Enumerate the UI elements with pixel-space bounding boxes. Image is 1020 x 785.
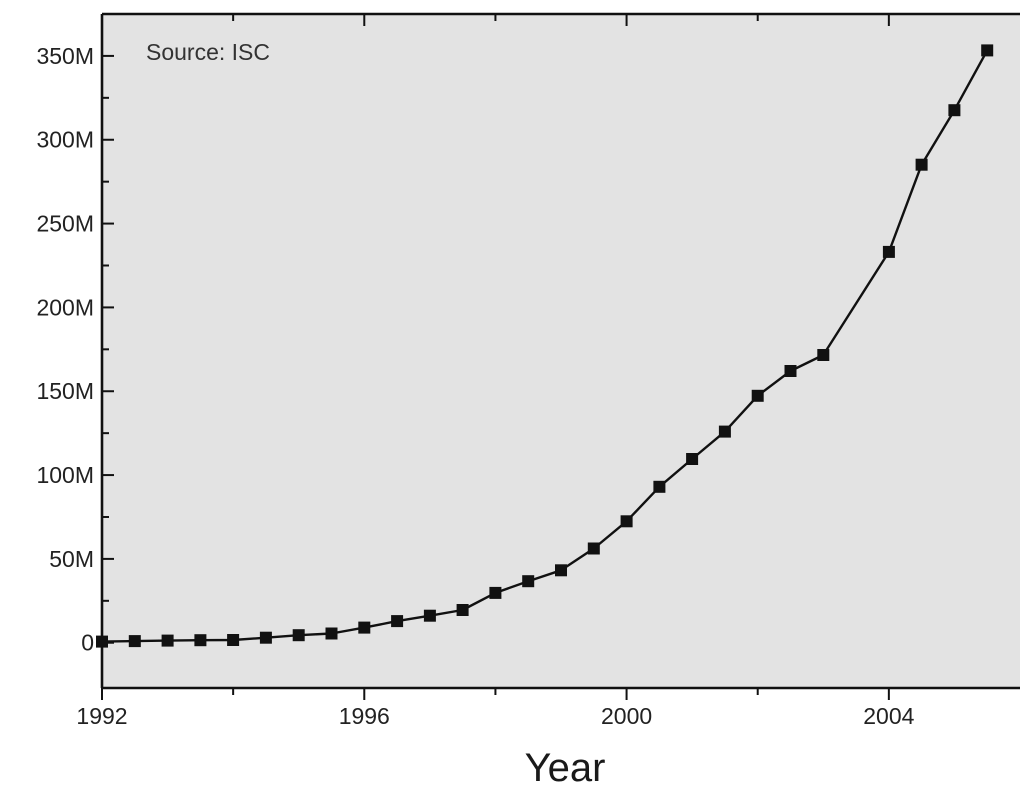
data-point (194, 634, 207, 647)
y-axis-ticks: 0 50M 100M 150M 200M 250M 300M 350M (36, 43, 114, 656)
data-point (161, 634, 174, 647)
data-point (915, 158, 928, 171)
x-tick-label: 1996 (339, 703, 390, 729)
x-tick-label: 2000 (601, 703, 652, 729)
y-tick-label: 100M (36, 462, 94, 488)
data-point (96, 635, 108, 648)
data-point (555, 564, 567, 577)
y-tick-label: 300M (36, 127, 94, 153)
data-point (948, 104, 961, 117)
data-point (587, 542, 600, 555)
data-point (292, 629, 305, 642)
plot-area (102, 14, 1020, 688)
data-point (653, 480, 666, 493)
data-point (325, 627, 338, 640)
x-axis-ticks: 1992 1996 2000 2004 (76, 14, 915, 729)
data-point (620, 515, 633, 528)
series (96, 44, 994, 648)
data-point (686, 453, 699, 465)
data-point (456, 604, 469, 616)
y-tick-label: 50M (49, 546, 94, 572)
x-tick-label: 2004 (863, 703, 914, 729)
data-point (784, 365, 797, 377)
data-point (981, 44, 994, 57)
data-point (751, 389, 764, 402)
y-tick-label: 200M (36, 294, 94, 320)
data-point (522, 575, 535, 588)
source-annotation: Source: ISC (146, 39, 270, 65)
data-point (227, 634, 240, 646)
x-tick-label: 1992 (76, 703, 127, 729)
data-point (489, 586, 502, 599)
data-point (128, 635, 141, 648)
data-point (358, 621, 371, 634)
data-point (391, 615, 404, 628)
data-point (718, 425, 731, 438)
y-tick-label: 350M (36, 43, 94, 69)
data-point (259, 631, 272, 644)
y-tick-label: 150M (36, 378, 94, 404)
y-tick-label: 250M (36, 211, 94, 237)
x-axis-title: Year (525, 746, 606, 785)
y-tick-label: 0 (81, 630, 94, 656)
data-point (817, 349, 830, 361)
data-point (423, 609, 436, 622)
data-point (882, 245, 895, 258)
